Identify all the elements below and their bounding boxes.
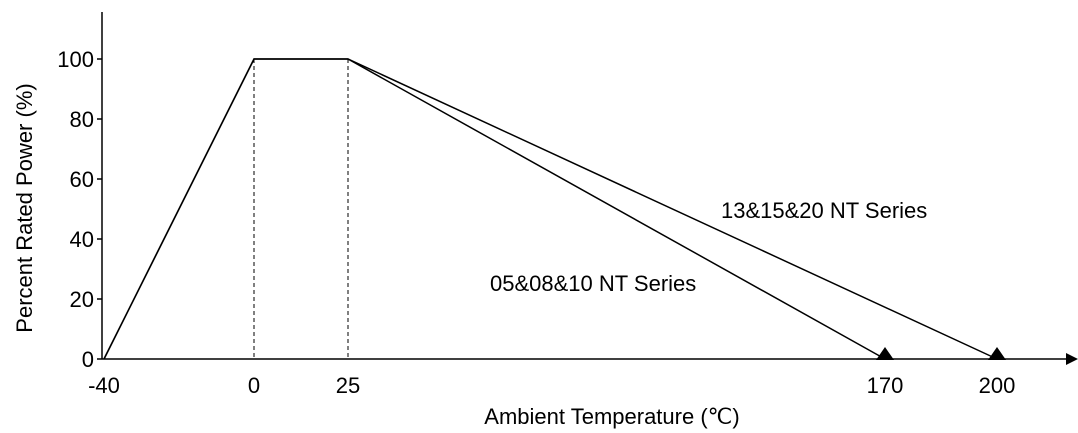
series-end-marker (988, 347, 1006, 360)
y-tick-label: 20 (70, 287, 94, 312)
x-axis-arrow-icon (1066, 353, 1078, 365)
y-axis-label: Percent Rated Power (%) (12, 83, 37, 332)
x-tick-label: -40 (88, 373, 120, 398)
reference-lines (253, 59, 349, 359)
y-tick-label: 100 (57, 47, 94, 72)
series-labels: 05&08&10 NT Series 13&15&20 NT Series (490, 198, 927, 296)
y-tick-label: 40 (70, 227, 94, 252)
y-tick-label: 0 (82, 347, 94, 372)
x-tick-label: 170 (867, 373, 904, 398)
series-end-marker (876, 347, 894, 360)
x-tick-label: 0 (248, 373, 260, 398)
series-label: 05&08&10 NT Series (490, 271, 696, 296)
series-line (103, 58, 998, 360)
y-tick-label: 60 (70, 167, 94, 192)
x-axis-label: Ambient Temperature (℃) (484, 404, 739, 429)
axes (97, 12, 1078, 365)
x-tick-label: 25 (336, 373, 360, 398)
y-tick-label: 80 (70, 107, 94, 132)
series-lines (103, 58, 1006, 360)
x-tick-label: 200 (979, 373, 1016, 398)
series-label: 13&15&20 NT Series (721, 198, 927, 223)
